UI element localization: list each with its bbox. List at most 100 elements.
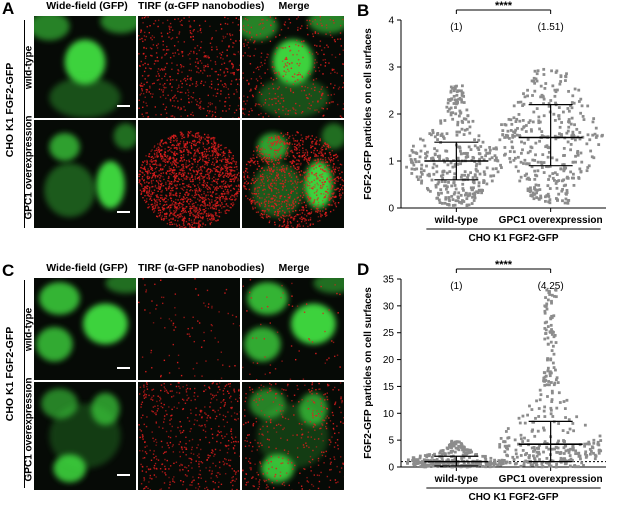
data-point bbox=[581, 115, 585, 118]
data-point bbox=[451, 86, 454, 90]
row-divider-c bbox=[24, 280, 25, 488]
data-point bbox=[554, 295, 558, 299]
data-point bbox=[445, 185, 449, 189]
data-point bbox=[582, 464, 585, 467]
data-point bbox=[537, 183, 541, 187]
panel-letter-b: B bbox=[357, 1, 369, 20]
data-point bbox=[571, 422, 575, 425]
data-point bbox=[562, 154, 565, 157]
data-point bbox=[546, 155, 550, 159]
data-point bbox=[411, 456, 415, 460]
data-point bbox=[574, 452, 578, 456]
data-point bbox=[564, 197, 568, 201]
data-point bbox=[593, 453, 597, 457]
data-point bbox=[587, 440, 591, 444]
data-point bbox=[555, 69, 559, 73]
data-point bbox=[461, 453, 465, 457]
micrograph-c-widefield-gpc1 bbox=[34, 382, 136, 490]
data-point bbox=[448, 170, 452, 174]
data-point bbox=[437, 198, 441, 202]
data-point bbox=[587, 442, 591, 446]
data-point bbox=[529, 101, 533, 105]
data-point bbox=[439, 121, 443, 125]
data-point bbox=[539, 194, 543, 198]
data-point bbox=[578, 137, 582, 141]
data-point bbox=[573, 138, 577, 142]
data-point bbox=[435, 170, 439, 174]
data-point bbox=[482, 170, 486, 174]
data-point bbox=[500, 458, 504, 462]
data-point bbox=[527, 456, 531, 460]
data-point bbox=[535, 446, 539, 450]
data-point bbox=[526, 413, 529, 417]
data-point bbox=[490, 179, 494, 183]
data-point bbox=[596, 442, 600, 446]
data-point bbox=[571, 94, 575, 98]
data-point bbox=[555, 180, 559, 183]
data-point bbox=[420, 179, 424, 183]
data-point bbox=[533, 192, 537, 196]
data-point bbox=[557, 114, 560, 118]
data-point bbox=[438, 461, 442, 465]
data-point bbox=[562, 146, 566, 150]
data-point bbox=[544, 304, 548, 308]
data-point bbox=[483, 456, 487, 460]
data-point bbox=[564, 444, 568, 448]
data-point bbox=[462, 445, 466, 449]
data-point bbox=[536, 188, 540, 192]
data-point bbox=[581, 135, 585, 139]
data-point bbox=[512, 150, 516, 154]
data-point bbox=[567, 125, 571, 129]
data-point bbox=[512, 104, 516, 108]
data-point bbox=[457, 89, 461, 93]
data-point bbox=[530, 429, 534, 433]
data-point bbox=[410, 167, 414, 171]
data-point bbox=[434, 185, 438, 189]
data-point bbox=[435, 164, 439, 168]
y-tick-label: 3 bbox=[388, 63, 394, 74]
data-point bbox=[565, 176, 569, 180]
data-point bbox=[546, 325, 550, 328]
data-point bbox=[562, 184, 566, 188]
data-point bbox=[472, 186, 475, 190]
data-point bbox=[560, 121, 563, 124]
data-point bbox=[522, 125, 526, 129]
data-point bbox=[503, 440, 507, 444]
data-point bbox=[556, 441, 560, 445]
y-tick-label: 4 bbox=[388, 16, 394, 27]
data-point bbox=[566, 201, 570, 205]
data-point bbox=[454, 199, 458, 203]
data-point bbox=[538, 120, 542, 124]
data-point bbox=[469, 448, 472, 452]
data-point bbox=[507, 117, 511, 121]
data-point bbox=[484, 148, 488, 152]
data-point bbox=[516, 169, 520, 173]
data-point bbox=[557, 422, 561, 425]
data-point bbox=[443, 461, 446, 464]
data-point bbox=[535, 107, 539, 111]
data-point bbox=[432, 172, 436, 176]
data-point bbox=[472, 179, 476, 183]
scale-bar-c2 bbox=[117, 474, 130, 476]
data-point bbox=[542, 73, 546, 76]
data-point bbox=[451, 204, 455, 207]
series-1-points bbox=[405, 84, 503, 207]
micrograph-a-tirf-gpc1 bbox=[138, 120, 240, 228]
data-point bbox=[449, 450, 453, 454]
data-point bbox=[592, 117, 596, 121]
data-point bbox=[531, 191, 535, 195]
data-point bbox=[478, 162, 482, 166]
data-point bbox=[510, 122, 514, 126]
data-point bbox=[572, 429, 576, 433]
data-point bbox=[459, 162, 462, 166]
data-point bbox=[451, 449, 455, 453]
data-point bbox=[438, 201, 442, 204]
data-point bbox=[447, 459, 451, 463]
data-point bbox=[553, 94, 557, 98]
data-point bbox=[498, 445, 502, 449]
data-point bbox=[518, 179, 522, 183]
data-point bbox=[461, 448, 465, 451]
data-point bbox=[582, 118, 586, 121]
data-point bbox=[559, 167, 563, 171]
data-point bbox=[514, 165, 518, 169]
